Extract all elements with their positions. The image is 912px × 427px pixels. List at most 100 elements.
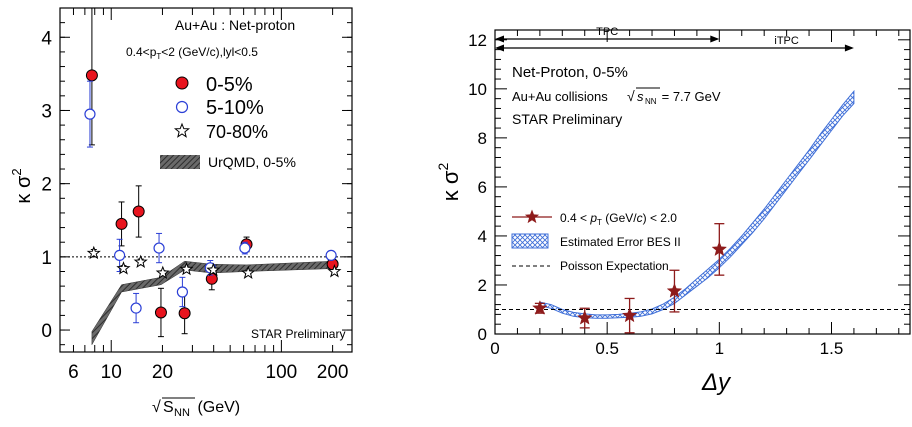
data-point-0-5 — [115, 217, 128, 230]
data-point-70-80 — [155, 265, 170, 279]
data-point-70-80 — [179, 261, 194, 276]
legend-marker-filled-star — [524, 209, 540, 224]
left-xlabel-nn: NN — [174, 407, 190, 419]
right-annotation-line3: STAR Preliminary — [512, 111, 622, 127]
left-ylabel-sup: 2 — [9, 168, 24, 175]
left-y-tick-label: 2 — [41, 175, 52, 196]
legend-marker-error-band — [511, 233, 549, 249]
right-plot-frame — [494, 29, 911, 335]
legend-marker-filled-circle — [175, 76, 189, 90]
left-y-axis-label: κ σ2 — [9, 168, 35, 203]
svg-text:√: √ — [627, 88, 635, 104]
tpc-arrow-head-right — [710, 35, 720, 43]
data-point-70-80 — [206, 262, 221, 277]
left-plot-frame — [59, 7, 353, 353]
data-point-star — [621, 307, 638, 323]
left-title-system: Au+Au : Net-proton — [175, 17, 295, 33]
right-data-points — [532, 223, 728, 334]
left-y-tick-label: 0 — [41, 321, 52, 342]
left-x-tick-label: 20 — [152, 362, 173, 383]
legend-label-error-band: Estimated Error BES II — [560, 235, 681, 249]
itpc-arrow-head-left — [495, 44, 504, 52]
left-legend: 0-5% 5-10% 70-80% UrQMD, 0-5% — [160, 74, 296, 170]
svg-text:= 7.7 GeV: = 7.7 GeV — [658, 89, 721, 104]
left-x-tick-label: 100 — [266, 362, 298, 383]
data-point-0-5 — [178, 307, 191, 320]
right-legend: 0.4 < pT (GeV/c) < 2.0 Estimated Error B… — [511, 209, 681, 273]
right-y-tick-label: 8 — [478, 129, 487, 148]
left-data-points — [84, 8, 342, 338]
svg-text:NN: NN — [645, 97, 657, 106]
data-point-70-80 — [86, 245, 101, 260]
right-y-tick-label: 0 — [478, 325, 487, 344]
legend-label-urqmd: UrQMD, 0-5% — [208, 154, 296, 170]
data-point-0-5 — [154, 306, 167, 319]
right-y-axis-label: κ σ2 — [435, 163, 463, 202]
data-point-0-5 — [85, 69, 98, 82]
data-point-star — [576, 309, 593, 325]
right-error-band — [539, 89, 855, 319]
right-itpc-label: iTPC — [774, 35, 799, 47]
left-x-tick-label: 10 — [101, 362, 122, 383]
svg-text:Au+Au collisions: Au+Au collisions — [512, 89, 611, 104]
right-acceptance-arrows — [495, 35, 854, 52]
legend-label-measured: 0.4 < pT (GeV/c) < 2.0 — [560, 211, 677, 227]
data-point-5-10 — [84, 108, 96, 120]
data-point-5-10 — [176, 286, 189, 298]
left-y-tick-label: 1 — [41, 248, 52, 269]
right-y-tick-label: 10 — [468, 80, 487, 99]
left-x-tick-label: 200 — [317, 362, 349, 383]
legend-label-poisson: Poisson Expectation — [560, 259, 669, 273]
svg-text:s: s — [637, 89, 644, 104]
legend-star-shape — [524, 209, 540, 224]
data-point-5-10 — [153, 242, 165, 254]
left-xlabel-unit: (GeV) — [193, 399, 240, 416]
left-y-tick-label: 4 — [41, 28, 52, 49]
left-ylabel-main: κ σ — [13, 175, 35, 204]
data-point-0-5 — [132, 205, 145, 218]
right-x-tick-label: 0.5 — [595, 339, 619, 358]
left-y-tick-label: 3 — [41, 101, 52, 122]
right-x-tick-label: 1.5 — [820, 339, 844, 358]
tpc-arrow-head-left — [495, 35, 504, 43]
legend-label-70-80: 70-80% — [206, 122, 268, 142]
error-band-area — [539, 89, 855, 319]
legend-marker-open-star — [173, 122, 191, 138]
legend-marker-urqmd-band — [160, 155, 200, 169]
data-point-70-80 — [327, 264, 342, 278]
data-point-5-10 — [325, 249, 337, 261]
data-point-5-10 — [239, 242, 251, 254]
legend-label-5-10: 5-10% — [206, 97, 264, 119]
left-subtitle-cuts: 0.4<pT<2 (GeV/c),lyl<0.5 — [126, 45, 258, 61]
right-annotation-line2: Au+Au collisions √ s NN = 7.7 GeV — [512, 87, 721, 106]
right-ylabel-sup: 2 — [435, 163, 451, 171]
series-70-80% — [86, 245, 342, 279]
series-5-10% — [84, 80, 337, 324]
data-point-star — [532, 300, 548, 315]
right-x-axis-label: Δy — [701, 369, 732, 396]
left-x-tick-label: 6 — [68, 362, 79, 383]
legend-star-shape — [173, 122, 191, 138]
right-annotation-line1: Net-Proton, 0-5% — [512, 64, 628, 81]
left-xlabel-root: √ — [152, 399, 161, 416]
data-point-5-10 — [113, 249, 126, 261]
data-point-5-10 — [130, 302, 142, 314]
svg-text:κ σ2: κ σ2 — [9, 168, 35, 203]
data-point-star — [666, 282, 683, 298]
svg-text:κ σ2: κ σ2 — [435, 163, 463, 202]
right-y-tick-label: 2 — [478, 276, 487, 295]
data-point-70-80 — [241, 265, 256, 279]
right-y-tick-label: 4 — [478, 227, 487, 246]
itpc-arrow-head-right — [844, 44, 854, 52]
left-preliminary-label: STAR Preliminary — [251, 327, 345, 341]
left-axis-ticks: 0 1 2 3 4 6 10 20 100 200 — [41, 8, 352, 383]
right-tpc-label: TPC — [596, 26, 618, 38]
left-xlabel-s: S — [163, 399, 174, 416]
legend-label-0-5: 0-5% — [206, 74, 253, 96]
data-point-star — [711, 241, 728, 257]
right-x-tick-label: 0 — [490, 339, 499, 358]
right-x-tick-label: 1 — [715, 339, 724, 358]
